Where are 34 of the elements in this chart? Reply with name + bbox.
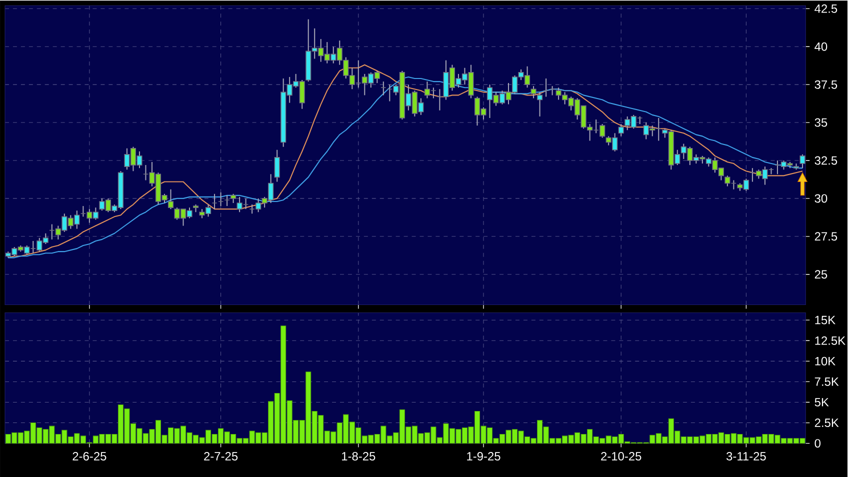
y-tick-label: 37.5 (814, 80, 838, 89)
y-tick-label: 42.5 (814, 4, 838, 13)
x-tick-label: 2-7-25 (204, 452, 238, 460)
y-tick-label: 5K (814, 398, 829, 406)
candlestick (274, 149, 280, 182)
y-tick-label: 7.5K (814, 377, 839, 386)
x-tick-label: 2-6-25 (72, 452, 106, 460)
y-tick-label: 12.5K (815, 336, 846, 345)
y-tick-label: 0 (814, 438, 820, 448)
y-tick-label: 30 (814, 194, 828, 203)
y-tick-label: 15K (815, 316, 836, 324)
candlestick (218, 192, 224, 206)
y-tick-label: 2.5K (814, 418, 839, 427)
candlestick (212, 193, 218, 210)
x-tick-label: 1-8-25 (342, 452, 376, 460)
x-tick-label: 2-10-25 (601, 452, 642, 460)
y-tick-label: 40 (814, 42, 828, 51)
candlestick (224, 194, 230, 206)
x-tick-label: 3-11-25 (726, 452, 766, 460)
y-tick-label: 10K (815, 356, 836, 366)
candlestick (168, 188, 174, 210)
candlestick (800, 154, 806, 168)
x-tick-label: 1-9-25 (467, 452, 500, 460)
candlestick (380, 80, 386, 96)
candlestick (618, 123, 624, 137)
candlestick (230, 193, 236, 204)
candlestick (543, 78, 549, 98)
candlestick (537, 92, 543, 117)
candlestick (550, 85, 556, 96)
y-tick-label: 35 (814, 118, 828, 127)
y-tick-label: 27.5 (814, 232, 838, 241)
candlestick (530, 85, 536, 99)
y-tick-label: 25 (814, 270, 828, 278)
y-tick-label: 32.5 (814, 156, 838, 165)
